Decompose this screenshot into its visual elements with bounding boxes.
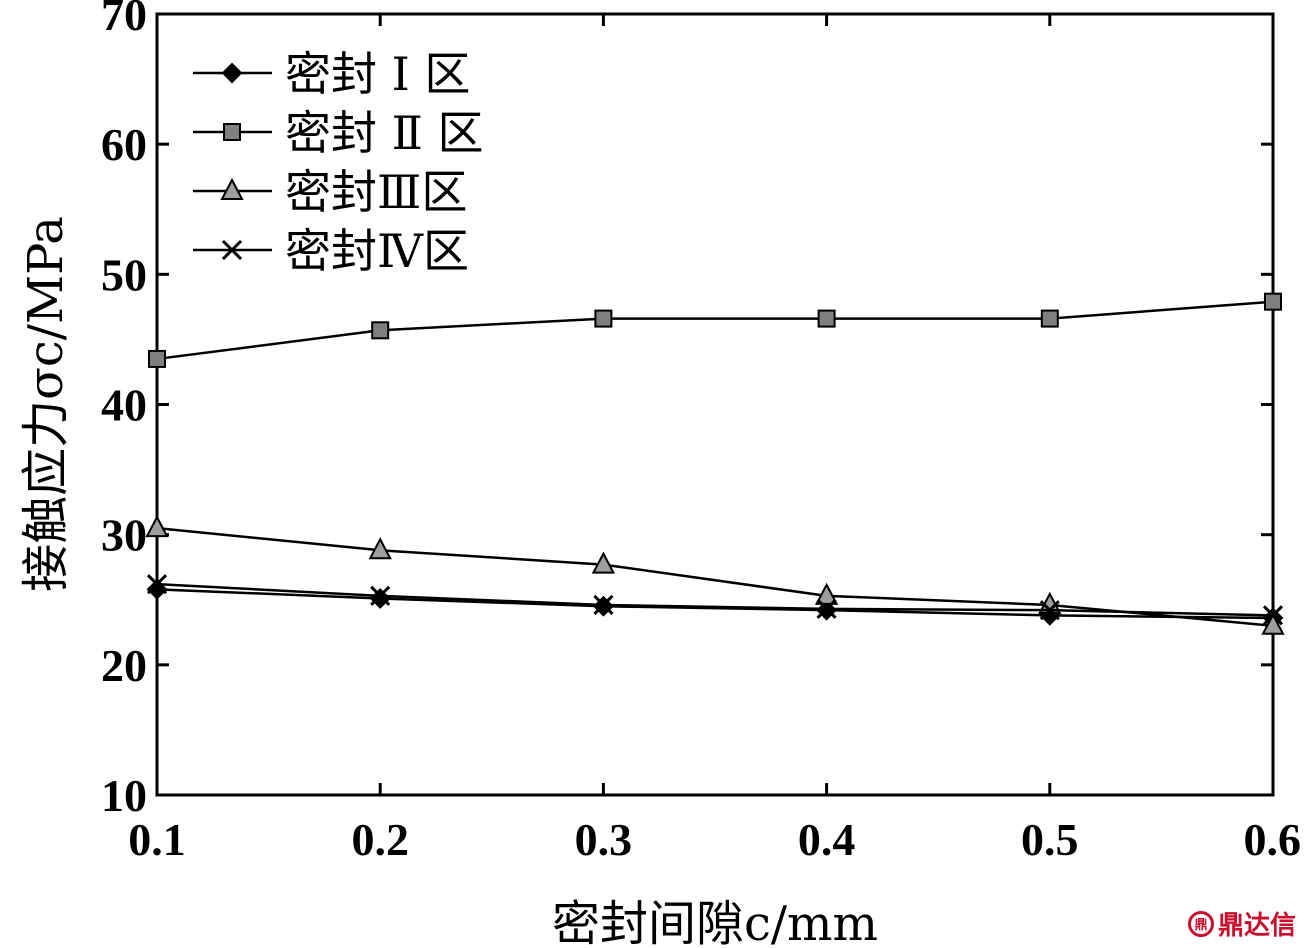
series-4-line bbox=[156, 582, 1274, 617]
x-axis-title: 密封间隙c/mm bbox=[552, 896, 878, 948]
series-1 bbox=[146, 578, 1284, 629]
series-3-point bbox=[814, 582, 839, 605]
series-1-point bbox=[369, 588, 391, 609]
series-2-point bbox=[1264, 292, 1282, 311]
series-4-point bbox=[1262, 605, 1284, 626]
y-tick-label: 60 bbox=[101, 119, 147, 170]
series-3 bbox=[145, 515, 1285, 635]
series-3-line bbox=[156, 526, 1274, 628]
series-layer bbox=[145, 292, 1285, 635]
legend-entry-2: 密封 Ⅱ 区 bbox=[193, 106, 484, 160]
legend-entry-1: 密封 Ⅰ 区 bbox=[193, 47, 470, 101]
x-tick-label: 0.3 bbox=[575, 814, 633, 865]
series-4-point bbox=[1039, 600, 1060, 621]
series-2-line bbox=[156, 300, 1274, 361]
legend-entry-4: 密封Ⅳ区 bbox=[193, 224, 469, 278]
y-tick-label: 70 bbox=[101, 0, 147, 40]
series-3-point bbox=[145, 515, 169, 538]
series-3-point bbox=[591, 551, 616, 574]
watermark-logo-icon: 鼎 bbox=[1187, 910, 1214, 937]
series-3-point bbox=[1261, 612, 1285, 635]
series-4 bbox=[146, 574, 1284, 626]
y-tick-label: 40 bbox=[101, 380, 147, 431]
x-tick-label: 0.4 bbox=[798, 814, 856, 865]
legend-label: 密封Ⅳ区 bbox=[285, 224, 469, 278]
series-4-point bbox=[816, 598, 837, 619]
series-4-point bbox=[146, 574, 168, 595]
series-3-point bbox=[368, 537, 392, 560]
y-tick-label: 30 bbox=[101, 510, 147, 561]
x-tick-label: 0.6 bbox=[1244, 814, 1302, 865]
legend-marker bbox=[220, 177, 244, 200]
watermark: 鼎 鼎达信 bbox=[1187, 905, 1296, 942]
watermark-text: 鼎达信 bbox=[1217, 911, 1296, 941]
series-2-point bbox=[1040, 309, 1059, 328]
legend-label: 密封 Ⅰ 区 bbox=[285, 47, 470, 101]
y-axis-title: 接触应力σc/MPa bbox=[18, 216, 74, 592]
legend-label: 密封 Ⅱ 区 bbox=[285, 106, 484, 160]
y-tick-label: 50 bbox=[101, 249, 147, 300]
legend-marker bbox=[223, 123, 241, 141]
series-4-point bbox=[370, 585, 391, 606]
series-1-line bbox=[156, 588, 1274, 620]
y-tick-label: 10 bbox=[101, 770, 147, 821]
y-tick-label: 20 bbox=[101, 640, 147, 691]
legend-marker bbox=[221, 62, 243, 84]
legend-entry-3: 密封Ⅲ区 bbox=[193, 165, 467, 219]
legend-label: 密封Ⅲ区 bbox=[285, 165, 467, 219]
legend-marker bbox=[221, 239, 243, 261]
series-2-point bbox=[148, 349, 166, 368]
y-axis-ticks: 10 20 30 40 50 60 70 bbox=[101, 0, 1273, 821]
x-tick-label: 0.5 bbox=[1021, 814, 1079, 865]
x-axis-ticks: 0.1 0.2 0.3 0.4 0.5 0.6 bbox=[128, 14, 1301, 865]
series-2-point bbox=[594, 309, 613, 328]
x-tick-label: 0.1 bbox=[128, 814, 186, 865]
series-2 bbox=[148, 292, 1282, 368]
x-tick-label: 0.2 bbox=[351, 814, 409, 865]
series-2-point bbox=[817, 309, 836, 328]
series-4-point bbox=[593, 594, 614, 616]
series-2-point bbox=[371, 321, 390, 340]
